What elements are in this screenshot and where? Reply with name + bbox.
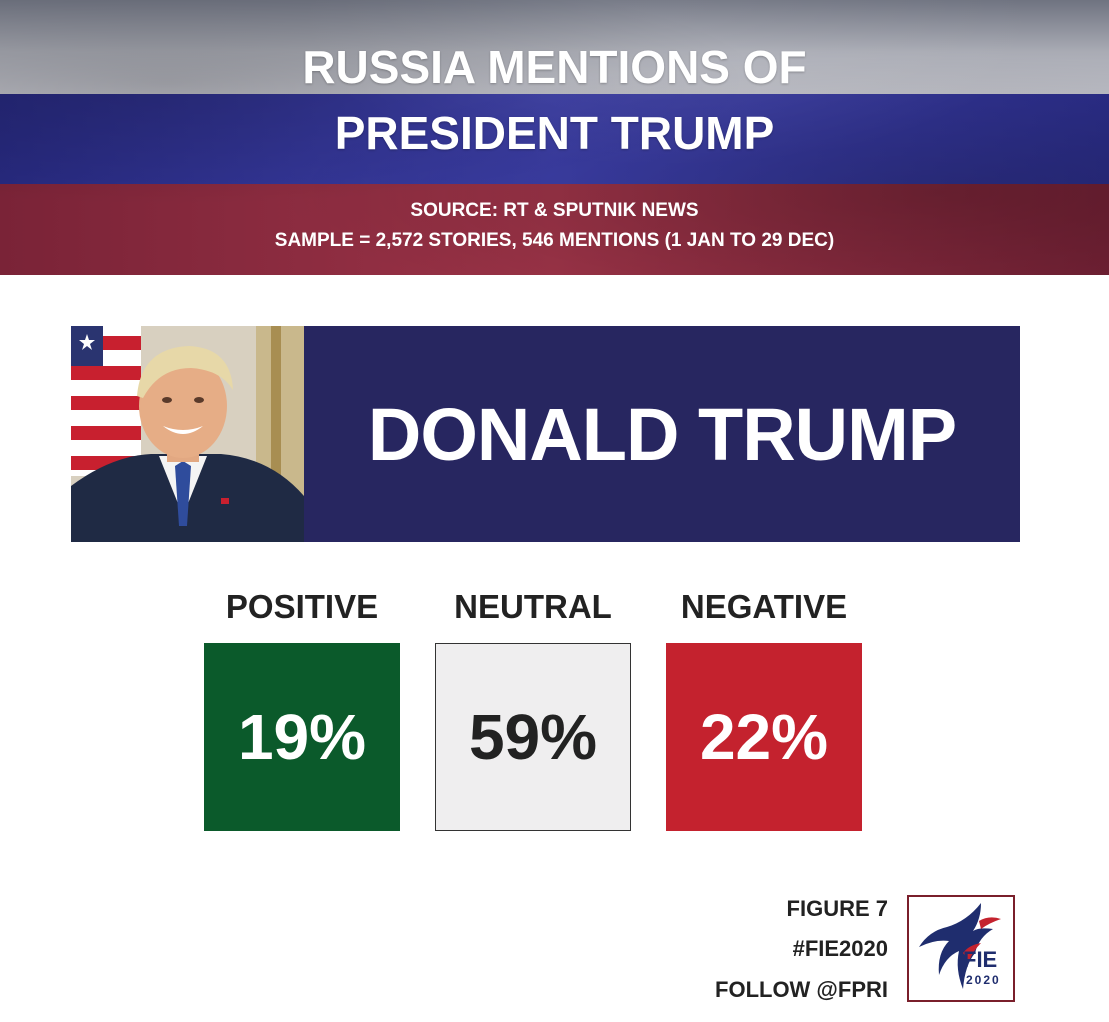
negative-value: 22% <box>699 701 829 773</box>
positive-label: POSITIVE <box>225 588 379 625</box>
metric-negative: NEGATIVE 22% <box>666 585 862 831</box>
sample-text: SAMPLE = 2,572 STORIES, 546 MENTIONS (1 … <box>274 230 835 251</box>
portrait-illustration <box>71 326 304 542</box>
flag-band-red <box>0 184 1109 275</box>
header-banner: RUSSIA MENTIONS OF PRESIDENT TRUMP SOURC… <box>0 0 1109 275</box>
portrait-image <box>71 326 304 542</box>
flag-band-white <box>0 0 1109 94</box>
title-line-2: PRESIDENT TRUMP <box>334 107 775 159</box>
logo-text: FIE <box>963 947 998 972</box>
negative-box: 22% <box>666 643 862 831</box>
eagle-icon <box>919 903 1001 989</box>
neutral-value: 59% <box>468 701 598 773</box>
hashtag-label: #FIE2020 <box>792 936 888 961</box>
metric-neutral: NEUTRAL 59% <box>435 585 631 831</box>
fie2020-logo: FIE 2020 <box>907 895 1015 1002</box>
title-line-1: RUSSIA MENTIONS OF <box>302 41 807 93</box>
neutral-box: 59% <box>435 643 631 831</box>
subject-card: DONALD TRUMP <box>71 326 1020 542</box>
logo-year: 2020 <box>966 973 1001 987</box>
name-panel: DONALD TRUMP <box>304 326 1020 542</box>
subject-name: DONALD TRUMP <box>367 392 957 476</box>
source-text: SOURCE: RT & SPUTNIK NEWS <box>410 200 699 221</box>
neutral-label: NEUTRAL <box>454 588 612 625</box>
positive-value: 19% <box>237 701 367 773</box>
metric-positive: POSITIVE 19% <box>204 585 400 831</box>
figure-label: FIGURE 7 <box>786 896 888 921</box>
negative-label: NEGATIVE <box>680 588 848 625</box>
positive-box: 19% <box>204 643 400 831</box>
flag-band-blue <box>0 94 1109 184</box>
follow-link[interactable]: FOLLOW @FPRI <box>715 977 888 1002</box>
